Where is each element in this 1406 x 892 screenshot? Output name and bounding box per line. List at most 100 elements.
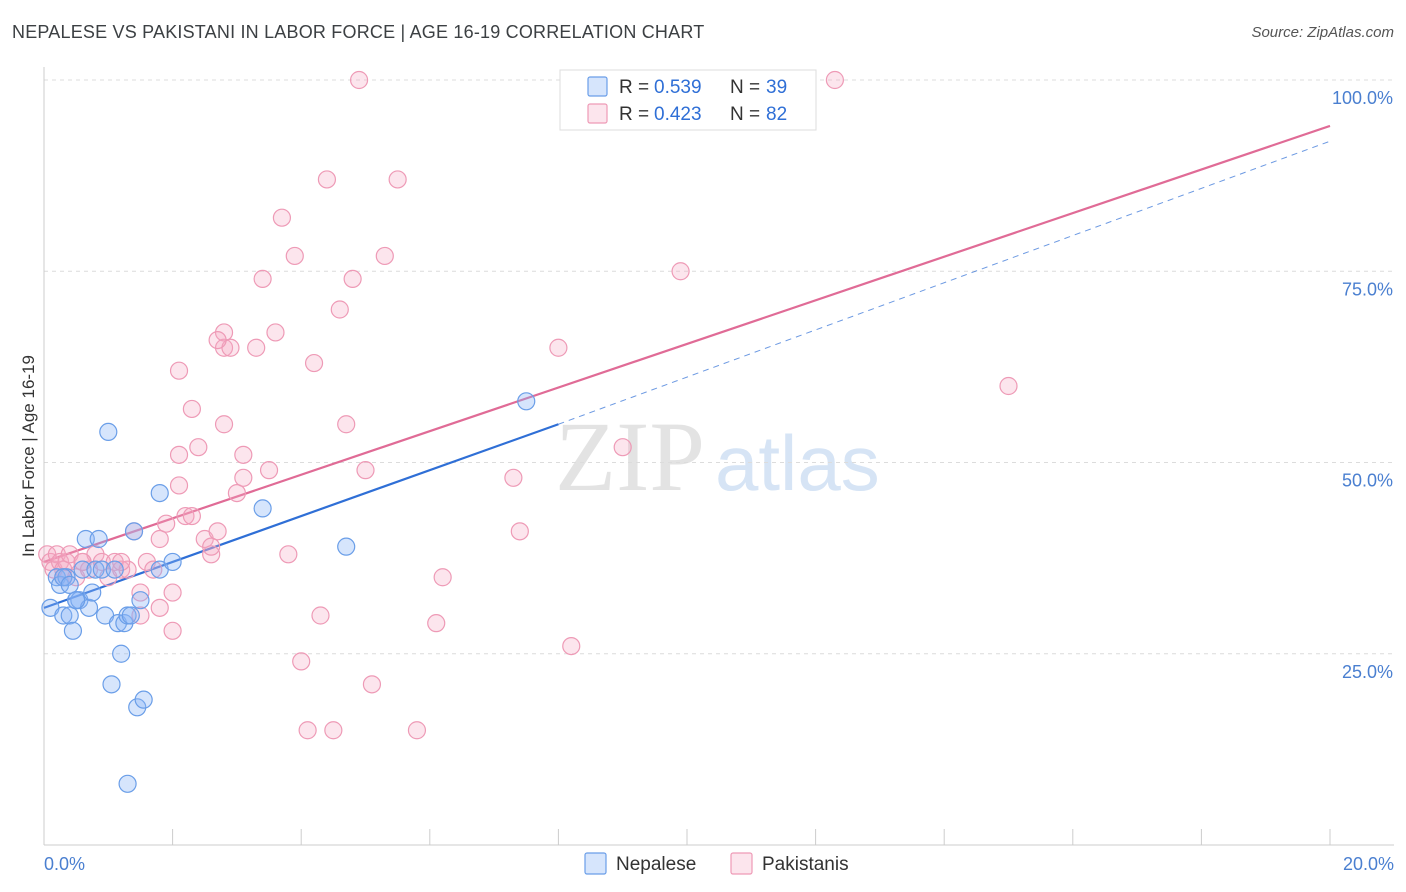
x-ticks: [43, 829, 1331, 845]
nepalese-trend-line: [43, 423, 559, 609]
legend-r-value-2: 0.423: [654, 104, 702, 125]
pakistanis-point: [208, 522, 227, 541]
bottom-legend-label-nepalese: Nepalese: [616, 854, 696, 875]
pakistanis-point: [562, 636, 581, 656]
nepalese-point: [112, 644, 131, 663]
pakistanis-point: [182, 506, 201, 526]
pakistanis-point: [549, 338, 568, 357]
pakistanis-point: [144, 560, 163, 579]
pakistanis-point: [169, 476, 189, 495]
pakistanis-point: [510, 522, 529, 541]
pakistanis-point: [825, 70, 844, 90]
y-tick-label: 75.0%: [1342, 279, 1393, 299]
nepalese-point: [60, 606, 79, 625]
nepalese-point: [124, 522, 144, 541]
nepalese-point: [54, 606, 73, 625]
pakistanis-point: [613, 438, 632, 457]
pakistanis-point: [150, 598, 169, 617]
pakistanis-point: [285, 246, 304, 266]
pakistanis-point: [671, 262, 690, 281]
nepalese-point: [83, 583, 102, 602]
y-tick-label: 100.0%: [1332, 88, 1393, 108]
bottom-legend-label-pakistanis: Pakistanis: [762, 854, 849, 875]
pakistanis-point: [182, 399, 201, 419]
pakistanis-point: [375, 246, 394, 266]
legend-n-label-1: N =: [730, 77, 760, 98]
nepalese-point: [67, 591, 86, 610]
y-tick-label: 25.0%: [1342, 662, 1393, 682]
pakistanis-point: [272, 208, 292, 227]
pakistanis-point: [356, 461, 375, 480]
series-legend: Nepalese Pakistanis: [584, 852, 849, 875]
pakistanis-point: [247, 338, 266, 357]
pakistanis-point: [112, 560, 131, 579]
nepalese-point: [60, 575, 79, 595]
legend-swatch-nepalese: [587, 76, 608, 97]
nepalese-point: [517, 392, 536, 411]
nepalese-point: [92, 560, 111, 579]
nepalese-point: [105, 560, 124, 579]
chart-title: NEPALESE VS PAKISTANI IN LABOR FORCE | A…: [12, 22, 705, 42]
pakistanis-point: [999, 376, 1018, 396]
pakistanis-point: [169, 361, 189, 380]
nepalese-point: [163, 552, 182, 572]
pakistanis-point: [202, 545, 221, 564]
legend-n-value-2: 82: [766, 104, 787, 125]
pakistanis-point: [433, 568, 452, 587]
pakistanis-point: [214, 415, 234, 434]
trend-lines: [43, 124, 1331, 609]
pakistanis-point: [234, 445, 253, 464]
pakistanis-point: [189, 438, 208, 457]
bottom-legend-swatch-pakistanis: [730, 852, 753, 875]
nepalese-point: [86, 560, 105, 579]
nepalese-point: [150, 484, 169, 503]
pakistanis-point: [227, 484, 246, 503]
legend-swatch-pakistanis: [587, 103, 608, 124]
watermark-zip: ZIP: [555, 401, 705, 512]
grid-layer: [44, 79, 1394, 655]
nepalese-point: [118, 774, 137, 793]
legend-n-label-2: N =: [730, 104, 760, 125]
x-tick-label-max: 20.0%: [1343, 854, 1394, 874]
legend-n-value-1: 39: [766, 77, 787, 98]
pakistanis-point: [150, 529, 169, 549]
pakistanis-point: [311, 606, 330, 625]
nepalese-trend-extension: [558, 140, 1331, 425]
nepalese-point: [337, 537, 356, 556]
pakistanis-point: [388, 170, 407, 189]
pakistanis-point: [304, 353, 324, 373]
y-tick-label: 50.0%: [1342, 471, 1393, 491]
pakistanis-point: [349, 70, 369, 90]
pakistanis-point: [298, 721, 317, 740]
pakistanis-trend-line: [43, 124, 1331, 563]
pakistanis-point: [176, 506, 195, 526]
pakistanis-point: [157, 514, 176, 533]
x-tick-label-min: 0.0%: [44, 854, 85, 874]
pakistanis-point: [317, 170, 337, 189]
nepalese-point: [76, 529, 95, 549]
y-tick-labels: 25.0% 50.0% 75.0% 100.0%: [1332, 88, 1393, 682]
nepalese-point: [131, 591, 150, 610]
pakistanis-point: [407, 721, 427, 740]
pakistanis-point: [279, 545, 298, 564]
pakistanis-points: [38, 70, 1018, 740]
pakistanis-point: [427, 614, 446, 633]
nepalese-point: [134, 690, 153, 709]
pakistanis-point: [131, 583, 150, 602]
pakistanis-point: [131, 606, 150, 625]
y-axis-title: In Labor Force | Age 16-19: [19, 355, 38, 557]
pakistanis-point: [169, 445, 189, 464]
pakistanis-point: [208, 331, 227, 350]
bottom-legend-swatch-nepalese: [584, 852, 607, 875]
legend-r-label-2: R =: [619, 104, 649, 125]
legend-r-value-1: 0.539: [654, 77, 702, 98]
pakistanis-point: [362, 675, 382, 694]
nepalese-point: [99, 422, 118, 441]
pakistanis-point: [324, 721, 343, 740]
pakistanis-point: [163, 583, 182, 602]
legend-box: [559, 69, 817, 131]
pakistanis-point: [266, 323, 285, 342]
nepalese-point: [253, 499, 272, 518]
nepalese-point: [121, 606, 140, 625]
